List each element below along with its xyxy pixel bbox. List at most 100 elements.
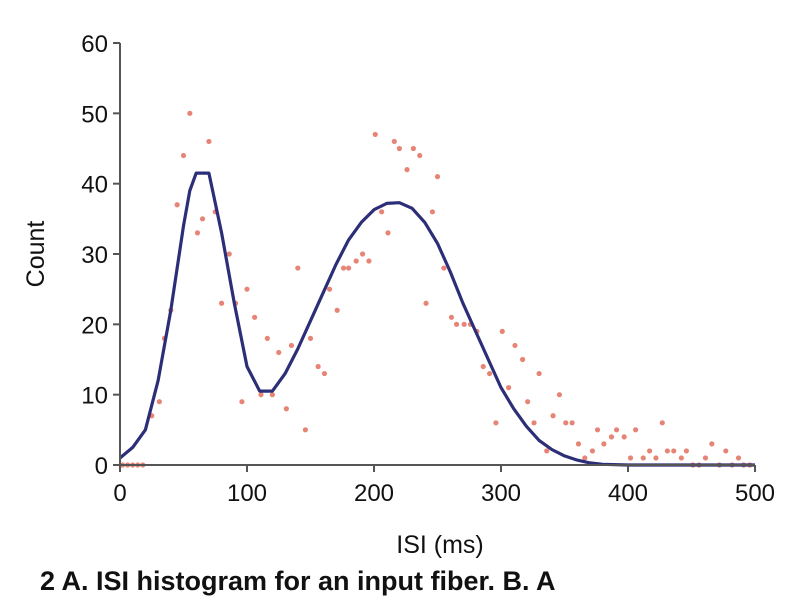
data-point	[594, 427, 601, 433]
data-point	[702, 455, 709, 461]
data-point	[417, 152, 423, 159]
x-tick-label: 400	[608, 480, 648, 507]
data-point	[187, 110, 193, 116]
data-point	[264, 335, 270, 341]
data-point	[589, 448, 596, 454]
data-point	[519, 356, 526, 363]
data-point	[410, 145, 416, 152]
y-tick-label: 20	[81, 312, 108, 339]
data-point	[550, 413, 556, 419]
data-point	[226, 251, 232, 257]
data-point	[404, 167, 410, 173]
data-point	[640, 455, 646, 461]
data-point	[506, 385, 512, 391]
data-point	[385, 230, 391, 236]
data-points	[119, 110, 753, 468]
data-point	[269, 392, 275, 398]
data-point	[199, 216, 206, 222]
data-point	[315, 363, 321, 370]
data-point	[379, 209, 385, 215]
data-point	[461, 321, 467, 327]
data-point	[295, 265, 301, 271]
data-point	[664, 448, 670, 454]
data-point	[493, 420, 499, 426]
data-point	[453, 321, 460, 327]
y-axis-label: Count	[22, 221, 50, 288]
data-point	[359, 251, 366, 257]
x-tick-label: 300	[481, 480, 521, 507]
data-point	[575, 441, 582, 447]
x-tick-label: 100	[227, 480, 267, 507]
data-point	[194, 230, 201, 236]
data-point	[448, 314, 455, 320]
data-point	[252, 314, 258, 320]
data-point	[283, 406, 289, 412]
y-tick-label: 40	[81, 172, 108, 199]
x-axis-label: ISI (ms)	[396, 531, 484, 559]
y-tick-label: 10	[81, 383, 108, 410]
data-point	[372, 131, 378, 138]
data-point	[321, 370, 328, 377]
data-point	[156, 399, 162, 405]
data-point	[633, 427, 639, 433]
data-point	[423, 300, 429, 306]
data-point	[569, 420, 575, 426]
data-point	[441, 265, 447, 271]
data-point	[646, 448, 653, 454]
data-point	[683, 448, 690, 454]
x-tick-label: 500	[735, 480, 775, 507]
data-point	[276, 349, 282, 356]
y-tick-label: 60	[81, 31, 108, 58]
data-point	[219, 300, 225, 306]
data-point	[582, 455, 588, 461]
data-point	[326, 286, 333, 292]
y-tick-label: 30	[81, 242, 108, 269]
data-point	[366, 258, 372, 264]
data-point	[671, 448, 677, 454]
data-point	[340, 265, 347, 271]
data-point	[258, 392, 264, 398]
data-point	[499, 328, 505, 334]
data-point	[244, 286, 250, 292]
data-point	[627, 455, 634, 461]
data-point	[601, 441, 607, 447]
data-point	[307, 335, 314, 341]
x-tick-label: 0	[113, 480, 126, 507]
data-point	[531, 420, 537, 426]
data-point	[544, 448, 550, 454]
data-point	[302, 427, 309, 433]
data-point	[429, 209, 436, 215]
data-point	[621, 434, 627, 440]
data-point	[659, 420, 665, 426]
x-tick-label: 200	[354, 480, 394, 507]
figure-caption: 2 A. ISI histogram for an input fiber. B…	[40, 566, 556, 596]
ticks: 0 10 20 30 40 50 60 0 100 200 300 400 500	[81, 31, 775, 507]
data-point	[391, 138, 397, 145]
data-point	[288, 342, 295, 349]
data-point	[206, 138, 212, 145]
fit-curve	[118, 171, 755, 467]
data-point	[536, 370, 542, 377]
data-point	[396, 145, 402, 152]
data-point	[180, 152, 187, 159]
data-point	[653, 455, 659, 461]
data-point	[678, 455, 684, 461]
data-point	[346, 265, 352, 271]
data-point	[563, 420, 569, 426]
data-point	[525, 399, 531, 405]
y-tick-label: 0	[95, 453, 108, 480]
data-point	[239, 399, 245, 405]
data-point	[613, 427, 620, 433]
data-point	[480, 363, 486, 370]
data-point	[608, 434, 615, 440]
data-point	[334, 307, 340, 313]
data-point	[556, 392, 563, 398]
data-point	[512, 342, 518, 349]
data-point	[486, 370, 493, 377]
data-point	[174, 202, 180, 208]
data-point	[434, 174, 441, 180]
y-tick-label: 50	[81, 101, 108, 128]
data-point	[709, 441, 715, 447]
data-point	[735, 455, 742, 461]
